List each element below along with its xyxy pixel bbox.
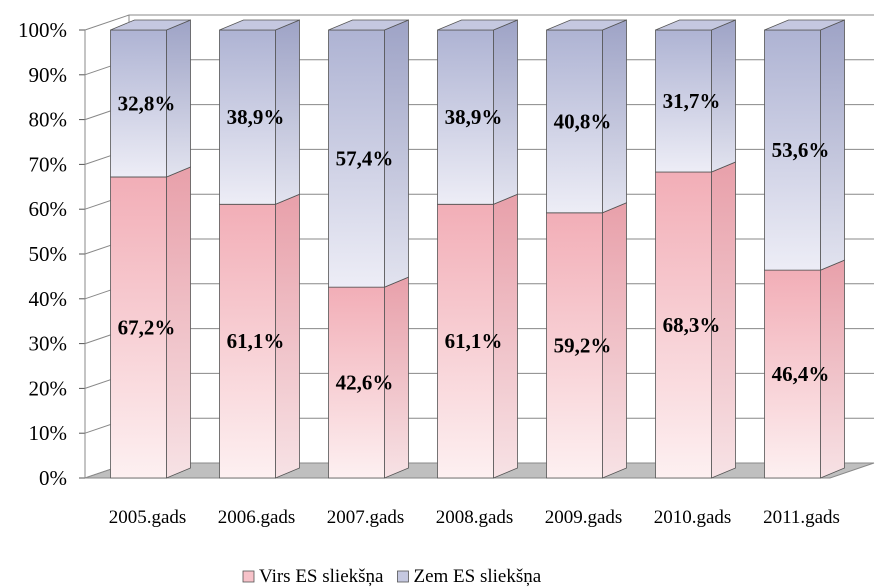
legend-swatch xyxy=(397,570,409,583)
data-label: 59,2% xyxy=(554,333,612,357)
data-label: 32,8% xyxy=(118,91,176,115)
bar-segment-front xyxy=(110,29,167,178)
bar-segment-front xyxy=(328,29,385,288)
x-axis-labels: 2005.gads 2006.gads 2007.gads 2008.gads 2009… xyxy=(109,507,840,528)
y-tick-label: 90% xyxy=(29,63,68,87)
x-tick-label: 2011.gads xyxy=(763,507,840,528)
data-label: 57,4% xyxy=(336,147,394,171)
y-tick-label: 30% xyxy=(29,332,68,356)
data-label: 68,3% xyxy=(663,313,721,337)
gridline-depth xyxy=(84,14,130,31)
y-tick-label: 0% xyxy=(39,466,67,490)
x-tick-label: 2008.gads xyxy=(436,507,514,528)
bar-segment-front xyxy=(764,269,821,479)
data-labels: 67,2% 32,8% 61,1% 38,9% 42,6% 57,4% 61,1% 38,9%… xyxy=(118,89,830,395)
y-axis: 0% 10% 20% 30% 40% 50% 60% 70% 80% 90% 100% xyxy=(18,15,130,490)
y-tick-label: 100% xyxy=(18,18,67,42)
bar-segment-front xyxy=(764,29,821,271)
bar-segment-front xyxy=(546,212,603,479)
legend-label: Zem ES sliekšņa xyxy=(413,566,541,587)
bar-segment-front xyxy=(655,29,712,173)
bar-segment-top xyxy=(219,19,300,31)
data-label: 67,2% xyxy=(118,315,176,339)
data-label: 46,4% xyxy=(772,362,830,386)
bar-segment-top xyxy=(655,19,736,31)
bar-segment-top xyxy=(437,19,518,31)
x-tick-label: 2007.gads xyxy=(327,507,405,528)
x-tick-label: 2006.gads xyxy=(218,507,296,528)
data-label: 53,6% xyxy=(772,138,830,162)
bar-segment-top xyxy=(764,19,845,31)
legend-swatch xyxy=(242,570,255,583)
x-tick-label: 2005.gads xyxy=(109,507,187,528)
legend: Virs ES sliekšņa Zem ES sliekšņa xyxy=(242,566,542,587)
data-label: 61,1% xyxy=(227,329,285,353)
data-label: 61,1% xyxy=(445,329,503,353)
y-tick-label: 10% xyxy=(29,421,68,445)
y-tick-label: 70% xyxy=(29,152,68,176)
y-tick-label: 80% xyxy=(29,108,68,132)
bars xyxy=(110,19,845,479)
data-label: 40,8% xyxy=(554,109,612,133)
y-tick-label: 50% xyxy=(29,242,68,266)
y-tick-label: 60% xyxy=(29,197,68,221)
data-label: 42,6% xyxy=(336,371,394,395)
y-tick-label: 40% xyxy=(29,287,68,311)
y-tick-label: 20% xyxy=(29,376,68,400)
data-label: 38,9% xyxy=(227,105,285,129)
bar-segment-front xyxy=(328,286,385,479)
data-label: 31,7% xyxy=(663,89,721,113)
legend-label: Virs ES sliekšņa xyxy=(259,566,384,587)
x-tick-label: 2009.gads xyxy=(545,507,623,528)
x-tick-label: 2010.gads xyxy=(654,507,732,528)
data-label: 38,9% xyxy=(445,105,503,129)
bar-segment-top xyxy=(110,19,191,31)
bar-segment-front xyxy=(219,203,276,479)
bar-segment-top xyxy=(328,19,409,31)
bar-segment-top xyxy=(546,19,627,31)
